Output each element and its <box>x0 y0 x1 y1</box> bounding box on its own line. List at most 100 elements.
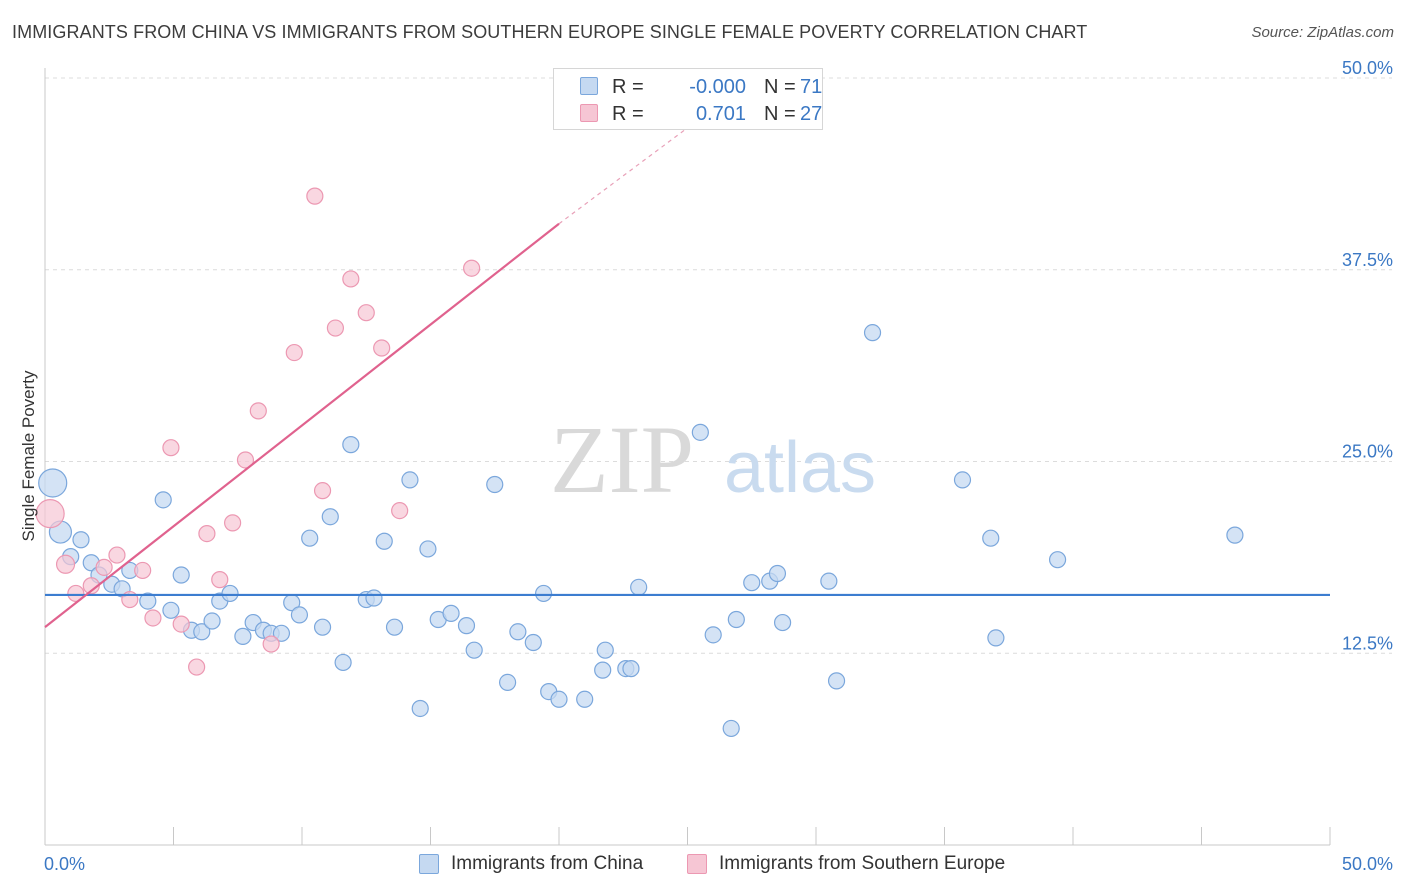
china-point-22 <box>272 624 291 642</box>
china-point-35 <box>411 699 429 718</box>
y-tick-label-3: 50.0% <box>1342 58 1393 78</box>
y-axis-label: Single Female Poverty <box>19 370 38 542</box>
china-swatch-icon <box>580 77 598 95</box>
se-point-20 <box>313 482 332 500</box>
china-point-12 <box>172 566 190 584</box>
se-point-16 <box>249 402 267 420</box>
se-point-15 <box>236 451 255 469</box>
china-point-3 <box>72 531 90 549</box>
se-n-label: N = <box>764 103 796 125</box>
trend-lines <box>44 108 1330 629</box>
southern-europe-swatch-icon <box>580 104 598 122</box>
se-point-0 <box>35 499 65 529</box>
china-point-42 <box>499 673 517 691</box>
china-point-69 <box>1226 526 1244 544</box>
china-point-63 <box>827 672 846 690</box>
se-trend-line <box>44 222 560 629</box>
se-point-4 <box>95 558 113 576</box>
china-point-18 <box>234 627 252 645</box>
se-legend-label: Immigrants from Southern Europe <box>719 853 1006 874</box>
china-point-28 <box>334 653 352 672</box>
china-point-67 <box>987 629 1005 647</box>
china-r-value: -0.000 <box>689 76 746 98</box>
y-tick-label-0: 12.5% <box>1342 633 1393 653</box>
china-point-68 <box>1048 551 1067 569</box>
china-point-26 <box>313 618 332 636</box>
china-point-50 <box>596 641 614 659</box>
china-point-38 <box>442 604 460 622</box>
china-point-33 <box>385 618 404 636</box>
se-point-5 <box>108 546 126 564</box>
china-point-58 <box>743 574 761 592</box>
china-point-17 <box>221 584 239 603</box>
se-point-24 <box>373 339 391 357</box>
china-point-10 <box>154 491 172 509</box>
se-point-8 <box>144 609 162 627</box>
china-point-11 <box>162 601 180 619</box>
china-point-40 <box>465 641 483 659</box>
china-r-label: R = <box>612 76 644 98</box>
y-tick-labels: 12.5% 25.0% 37.5% 50.0% <box>1342 58 1393 653</box>
china-point-41 <box>486 475 504 494</box>
china-point-32 <box>375 532 393 550</box>
china-point-65 <box>953 471 972 489</box>
china-point-29 <box>342 436 360 454</box>
china-point-31 <box>365 589 383 607</box>
china-point-45 <box>534 584 553 603</box>
series-china-points <box>38 324 1244 738</box>
se-point-2 <box>67 584 85 603</box>
china-point-43 <box>509 623 527 641</box>
x-tick-label-1: 50.0% <box>1342 854 1393 874</box>
china-point-66 <box>982 529 1000 547</box>
se-point-18 <box>285 343 303 362</box>
china-point-60 <box>768 564 787 583</box>
se-point-1 <box>55 554 76 574</box>
se-point-12 <box>198 524 216 543</box>
se-point-7 <box>134 561 152 580</box>
china-legend-label: Immigrants from China <box>451 853 644 874</box>
gridlines <box>45 77 1392 654</box>
se-point-22 <box>342 270 360 288</box>
china-point-0 <box>38 468 68 498</box>
x-tick-label-0: 0.0% <box>44 854 85 874</box>
china-point-52 <box>622 659 640 678</box>
se-legend-swatch-icon <box>687 854 707 874</box>
china-point-64 <box>863 324 882 342</box>
se-r-value: 0.701 <box>695 103 746 125</box>
se-point-19 <box>306 187 324 205</box>
se-point-17 <box>262 635 280 653</box>
china-point-48 <box>576 690 594 708</box>
china-point-39 <box>457 617 476 635</box>
axes <box>44 68 1331 846</box>
china-point-36 <box>419 540 437 558</box>
china-point-24 <box>290 606 309 624</box>
y-tick-label-1: 25.0% <box>1342 442 1393 462</box>
se-n-value: 27 <box>800 103 823 125</box>
china-point-62 <box>820 572 838 590</box>
china-point-34 <box>401 471 419 489</box>
se-point-10 <box>172 615 190 633</box>
watermark: ZIP atlas <box>550 406 876 513</box>
x-tick-labels: 0.0% 50.0% <box>44 854 1393 874</box>
china-legend-swatch-icon <box>419 854 439 874</box>
china-point-15 <box>203 612 221 630</box>
china-point-53 <box>630 578 648 596</box>
china-point-54 <box>691 423 709 441</box>
china-point-14 <box>193 623 211 641</box>
china-point-61 <box>773 613 792 632</box>
china-point-25 <box>301 529 319 547</box>
se-point-13 <box>211 571 229 589</box>
correlation-legend: R = -0.000 N = 71 R = 0.701 N = 27 <box>553 68 823 130</box>
se-point-23 <box>357 304 375 322</box>
china-n-value: 71 <box>800 76 823 98</box>
se-point-14 <box>224 514 242 532</box>
china-point-27 <box>321 508 339 526</box>
china-point-57 <box>727 610 745 629</box>
china-point-56 <box>722 719 740 738</box>
chart-title: IMMIGRANTS FROM CHINA VS IMMIGRANTS FROM… <box>12 22 1088 42</box>
se-point-21 <box>326 319 345 337</box>
china-point-49 <box>594 661 612 679</box>
china-point-9 <box>139 592 157 610</box>
se-point-9 <box>162 439 180 457</box>
